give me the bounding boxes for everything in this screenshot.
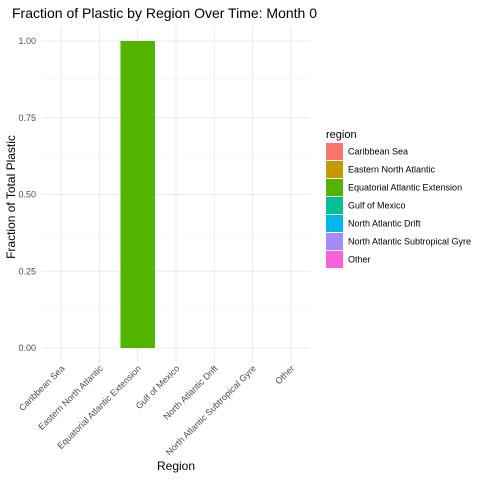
legend-key (326, 233, 343, 250)
legend-label: Caribbean Sea (348, 147, 408, 157)
legend: region Caribbean Sea Eastern North Atlant… (326, 129, 471, 268)
legend-key (326, 251, 343, 268)
bar (120, 41, 155, 348)
legend-label: Other (348, 255, 371, 265)
y-tick-label: 0.50 (18, 190, 36, 200)
grid (42, 26, 310, 362)
x-axis-label: Region (157, 459, 195, 473)
legend-key (326, 179, 343, 196)
y-axis-label: Fraction of Total Plastic (4, 135, 18, 259)
legend-label: North Atlantic Subtropical Gyre (348, 237, 471, 247)
x-tick-label: Equatorial Atlantic Extension (55, 363, 143, 451)
legend-label: North Atlantic Drift (348, 219, 421, 229)
legend-title: region (326, 129, 357, 141)
legend-label: Gulf of Mexico (348, 201, 406, 211)
legend-label: Eastern North Atlantic (348, 165, 436, 175)
y-tick-label: 0.75 (18, 113, 36, 123)
y-tick-label: 0.25 (18, 266, 36, 276)
legend-key (326, 215, 343, 232)
y-axis: 0.00 0.25 0.50 0.75 1.00 (18, 36, 36, 353)
legend-label: Equatorial Atlantic Extension (348, 183, 462, 193)
legend-key (326, 197, 343, 214)
x-tick-label: Eastern North Atlantic (36, 363, 105, 432)
legend-key (326, 161, 343, 178)
legend-key (326, 143, 343, 160)
y-tick-label: 1.00 (18, 36, 36, 46)
y-tick-label: 0.00 (18, 343, 36, 353)
bars (120, 41, 155, 348)
chart-title: Fraction of Plastic by Region Over Time:… (12, 5, 317, 21)
x-tick-label: Other (273, 363, 296, 386)
